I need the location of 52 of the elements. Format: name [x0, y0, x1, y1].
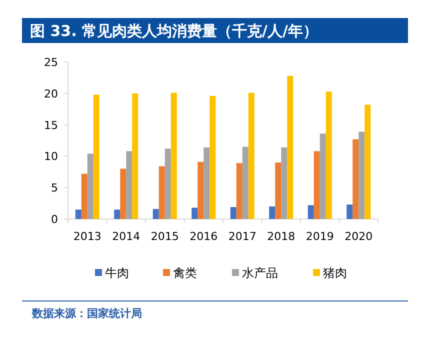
legend-label: 牛肉	[105, 266, 129, 280]
bar	[132, 93, 138, 219]
bar	[326, 92, 332, 219]
bar	[120, 168, 126, 219]
x-tick-label: 2016	[190, 230, 218, 243]
bar	[87, 154, 94, 219]
x-tick-label: 2013	[73, 230, 102, 243]
bar	[358, 132, 365, 219]
bar	[308, 205, 314, 219]
bar	[236, 163, 242, 219]
bar	[164, 148, 171, 219]
y-tick-label: 15	[44, 118, 58, 132]
x-tick-label: 2020	[344, 230, 373, 243]
bar	[93, 94, 100, 219]
bar	[75, 210, 82, 219]
bar	[126, 151, 132, 219]
bar	[281, 147, 288, 219]
x-tick-label: 2019	[306, 230, 334, 243]
bar	[275, 162, 282, 219]
bar	[230, 207, 236, 219]
x-tick-label: 2014	[112, 230, 140, 243]
bar	[198, 162, 204, 219]
legend-label: 禽类	[173, 266, 197, 280]
bar	[152, 208, 159, 219]
bar	[81, 174, 88, 219]
bar	[158, 166, 165, 219]
source-note: 数据来源：国家统计局	[31, 307, 142, 320]
bar	[314, 151, 320, 219]
bar	[204, 147, 210, 219]
bar	[192, 208, 198, 219]
legend-label: 水产品	[242, 266, 278, 280]
bar	[287, 76, 294, 219]
bar	[170, 92, 177, 219]
bar	[210, 96, 216, 219]
bar	[114, 210, 120, 219]
x-tick-label: 2017	[228, 230, 256, 243]
y-tick-label: 10	[44, 150, 58, 164]
bar	[364, 104, 371, 219]
bar	[352, 139, 359, 219]
bar	[248, 92, 254, 219]
legend-label: 猪肉	[323, 266, 347, 280]
chart-title: 图 33. 常见肉类人均消费量（千克/人/年）	[30, 22, 318, 40]
y-tick-label: 5	[51, 182, 58, 195]
bar	[242, 146, 248, 219]
y-tick-label: 20	[44, 87, 58, 100]
bar	[269, 206, 276, 219]
x-tick-label: 2015	[150, 230, 179, 243]
bar	[346, 204, 353, 219]
y-tick-label: 0	[51, 213, 58, 226]
bar	[320, 134, 326, 219]
y-tick-label: 25	[44, 56, 58, 69]
x-tick-label: 2018	[267, 230, 296, 243]
